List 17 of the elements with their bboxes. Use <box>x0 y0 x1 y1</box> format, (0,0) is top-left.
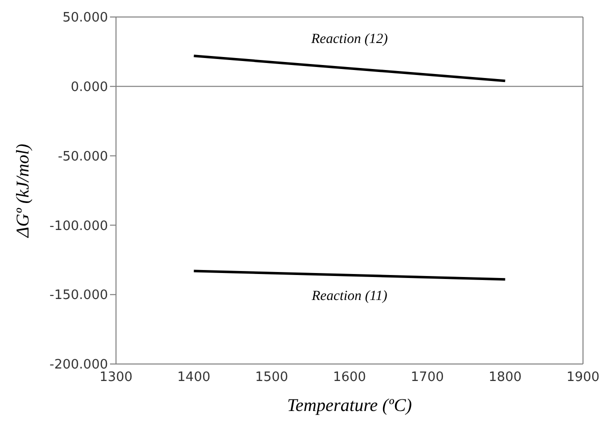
x-axis-title: Temperature (ºC) <box>287 395 412 415</box>
y-tick-label: 50.000 <box>62 10 108 26</box>
y-tick-label: -100.000 <box>50 218 108 234</box>
x-tick-label: 1900 <box>566 370 600 386</box>
x-tick-label: 1800 <box>488 370 522 386</box>
x-tick-label: 1600 <box>332 370 366 386</box>
y-tick-label: 0.000 <box>70 80 108 96</box>
y-axis-title: ΔGº (kJ/mol) <box>12 144 32 238</box>
series-label: Reaction (11) <box>310 289 388 306</box>
x-tick-label: 1400 <box>177 370 210 386</box>
x-tick-label: 1700 <box>410 370 444 386</box>
y-tick-label: -200.000 <box>50 358 108 373</box>
x-tick-label: 1500 <box>255 370 288 386</box>
x-tick-label: 1300 <box>99 370 133 386</box>
y-tick-label: -150.000 <box>50 288 108 304</box>
series-label: Reaction (12) <box>310 32 389 48</box>
y-tick-label: -50.000 <box>58 149 108 164</box>
